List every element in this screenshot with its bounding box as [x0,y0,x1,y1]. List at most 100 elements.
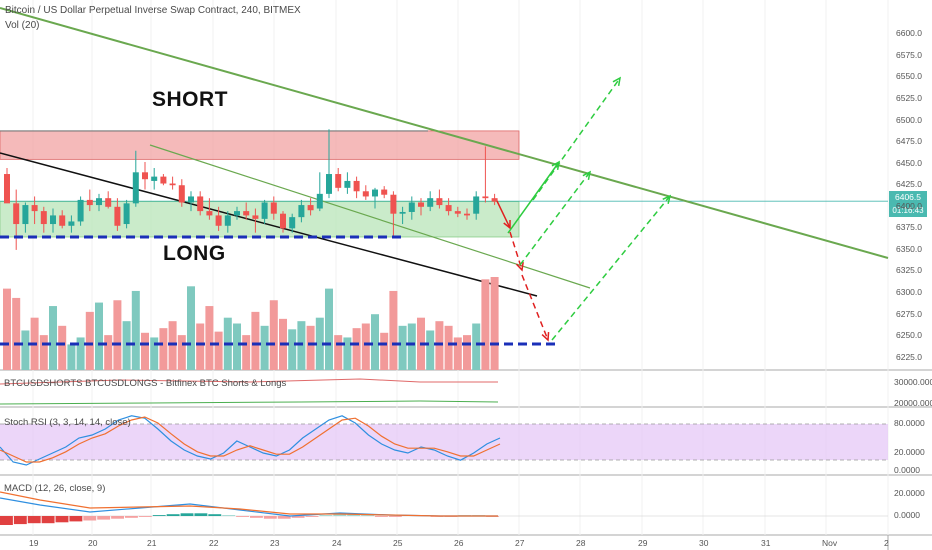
macd-histogram-bar [375,516,388,517]
volume-bar [453,337,462,370]
candle-body [418,202,424,207]
volume-bar [76,337,85,370]
candle-body [353,180,360,192]
candle-body [316,193,323,209]
candle-body [427,198,434,207]
candle-body [261,202,268,219]
indicator-axis-tick: 20.0000 [894,488,925,498]
volume-bar [159,328,168,370]
macd-histogram-bar [291,516,305,518]
macd-histogram-bar [388,516,402,517]
volume-bar [104,335,113,370]
price-axis-tick: 6275.0 [896,308,922,319]
macd-histogram-bar [97,516,111,520]
macd-histogram-bar [152,515,166,516]
candle-body [436,198,443,206]
candle-body [77,199,84,222]
candle-body [142,172,148,180]
candle-body [491,198,498,202]
candle-body [270,202,277,214]
volume-bar [242,335,251,370]
chart-title: Bitcoin / US Dollar Perpetual Inverse Sw… [5,5,301,16]
shorts-longs-indicator-label: BTCUSDSHORTS BTCUSDLONGS - Bitfinex BTC … [4,378,287,389]
green-arrow-4-head [662,194,672,204]
volume-bar [177,335,186,370]
macd-histogram-bar [41,516,55,524]
candle-body [178,185,185,203]
candle-body [224,215,231,226]
volume-bar [95,302,103,370]
green-arrow-1 [507,161,560,234]
candle-body [206,211,213,216]
macd-histogram-bar [319,515,333,516]
volume-bar [481,279,490,370]
candle-body [215,215,222,226]
macd-histogram-bar [194,513,208,516]
volume-bar [233,323,241,370]
stoch-rsi-label: Stoch RSI (3, 3, 14, 14, close) [4,417,131,428]
candle-body [280,213,286,229]
price-axis-tick: 6500.0 [896,114,922,125]
candle-body [188,196,194,203]
volume-bar [260,325,269,370]
volume-bar [269,300,278,370]
volume-bar [49,306,57,370]
candle-body [298,205,305,218]
candle-body [31,205,38,212]
time-axis-tick: 19 [29,538,39,548]
candle-body [399,211,406,214]
candle-body [123,203,130,225]
volume-bar [398,325,407,370]
volume-bar [67,344,76,370]
candle-body [408,202,415,212]
price-axis-tick: 6350.0 [896,243,922,254]
candle-body [59,215,66,226]
volume-bar [306,325,315,370]
green-arrow-4 [551,195,671,341]
macd-histogram-bar [138,516,152,517]
volume-bar [168,321,177,370]
volume-bar [352,328,361,370]
red-arrow-3-head [541,331,550,342]
macd-histogram-bar [83,516,97,521]
price-axis-tick: 6325.0 [896,265,922,276]
candle-body [362,191,369,197]
candle-body [243,211,250,216]
red-arrow-3 [521,274,549,341]
volume-bar [361,323,370,370]
volume-bar [380,332,389,370]
price-axis-tick: 6575.0 [896,49,922,60]
candle-body [22,205,29,225]
time-axis-tick: 28 [576,538,586,548]
macd-line [0,497,498,517]
candle-body [4,174,10,204]
red-arrow-1-head [503,219,511,230]
macd-histogram-bar [361,515,374,516]
macd-histogram-bar [236,516,249,517]
macd-histogram-bar [0,516,13,525]
short-annotation: SHORT [152,88,228,111]
time-axis-tick: 24 [332,538,342,548]
price-axis-tick: 6425.0 [896,179,922,190]
macd-histogram-bar [13,516,27,525]
macd-histogram-bar [305,516,319,517]
volume-bar [3,288,11,370]
candle-body [307,205,314,211]
volume-bar [343,337,352,370]
price-axis-tick: 6375.0 [896,222,922,233]
volume-bar [131,290,140,370]
candle-body [381,189,388,195]
indicator-axis-tick: 0.0000 [894,465,920,475]
time-axis-tick: 20 [88,538,98,548]
volume-bar [251,311,260,370]
macd-histogram-bar [125,516,138,518]
short-zone [0,130,520,160]
candle-body [252,215,259,219]
longs-line [0,400,499,405]
candle-body [445,205,452,212]
candle-body [13,203,20,225]
candle-body [40,211,47,225]
volume-bar [187,286,195,370]
candle-body [335,174,342,188]
